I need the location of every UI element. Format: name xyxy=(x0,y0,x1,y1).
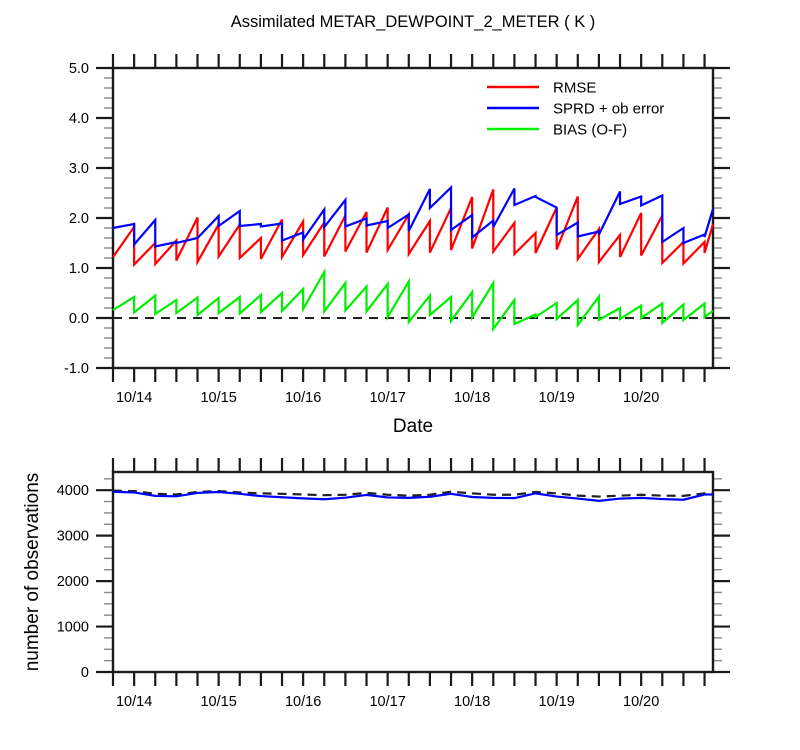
top-ytick-label: -1.0 xyxy=(64,361,89,377)
bottom-ytick-label: 1000 xyxy=(57,620,89,636)
top-ytick-label: 5.0 xyxy=(69,61,89,77)
bottom-ytick-label: 2000 xyxy=(57,574,89,590)
top-xtick-label: 10/19 xyxy=(539,390,575,406)
bottom-ytick-label: 4000 xyxy=(57,483,89,499)
top-ytick-label: 4.0 xyxy=(69,111,89,127)
bottom-xtick-label: 10/19 xyxy=(539,694,575,710)
series-sprd-ob-error xyxy=(113,188,713,247)
legend-label: SPRD + ob error xyxy=(553,101,664,118)
top-xtick-label: 10/17 xyxy=(369,390,405,406)
bottom-xtick-label: 10/18 xyxy=(454,694,490,710)
top-xtick-label: 10/20 xyxy=(623,390,659,406)
bottom-panel-series xyxy=(113,491,713,501)
bottom-xtick-label: 10/16 xyxy=(285,694,321,710)
series-bias-o-f xyxy=(113,272,713,329)
top-ytick-label: 0.0 xyxy=(69,311,89,327)
bottom-xtick-label: 10/20 xyxy=(623,694,659,710)
top-xtick-label: 10/18 xyxy=(454,390,490,406)
bottom-ytick-label: 0 xyxy=(81,665,89,681)
top-panel-ytick-labels: 5.0 4.0 3.0 2.0 1.0 0.0 -1.0 xyxy=(64,61,89,377)
top-xtick-label: 10/16 xyxy=(285,390,321,406)
y-axis-title-observations: number of observations xyxy=(22,473,43,672)
bottom-xtick-label: 10/17 xyxy=(369,694,405,710)
bottom-panel: 40003000200010000 10/1410/1510/1610/1710… xyxy=(22,458,730,710)
bottom-xtick-label: 10/14 xyxy=(116,694,152,710)
top-xtick-label: 10/15 xyxy=(200,390,236,406)
legend-label: BIAS (O-F) xyxy=(553,122,627,139)
top-panel: Assimilated METAR_DEWPOINT_2_METER ( K )… xyxy=(64,13,730,437)
plot-canvas: Assimilated METAR_DEWPOINT_2_METER ( K )… xyxy=(0,0,800,750)
bottom-panel-frame xyxy=(113,472,713,672)
bottom-panel-xtick-labels: 10/14 10/15 10/16 10/17 10/18 10/19 10/20 xyxy=(116,694,659,710)
bottom-ytick-label: 3000 xyxy=(57,529,89,545)
bottom-panel-ytick-labels: 4000 3000 2000 1000 0 xyxy=(57,483,89,681)
x-axis-title: Date xyxy=(393,416,433,437)
legend: RMSE SPRD + ob error BIAS (O-F) xyxy=(487,80,664,139)
top-ytick-label: 2.0 xyxy=(69,211,89,227)
bottom-xtick-label: 10/15 xyxy=(200,694,236,710)
top-xtick-label: 10/14 xyxy=(116,390,152,406)
legend-label: RMSE xyxy=(553,80,596,97)
top-panel-title: Assimilated METAR_DEWPOINT_2_METER ( K ) xyxy=(231,13,596,31)
top-panel-series xyxy=(113,188,713,330)
top-ytick-label: 3.0 xyxy=(69,161,89,177)
series-rmse xyxy=(113,190,713,265)
top-panel-xtick-labels: 10/14 10/15 10/16 10/17 10/18 10/19 10/20 xyxy=(116,390,659,406)
top-ytick-label: 1.0 xyxy=(69,261,89,277)
verification-figure: Assimilated METAR_DEWPOINT_2_METER ( K )… xyxy=(0,0,800,750)
